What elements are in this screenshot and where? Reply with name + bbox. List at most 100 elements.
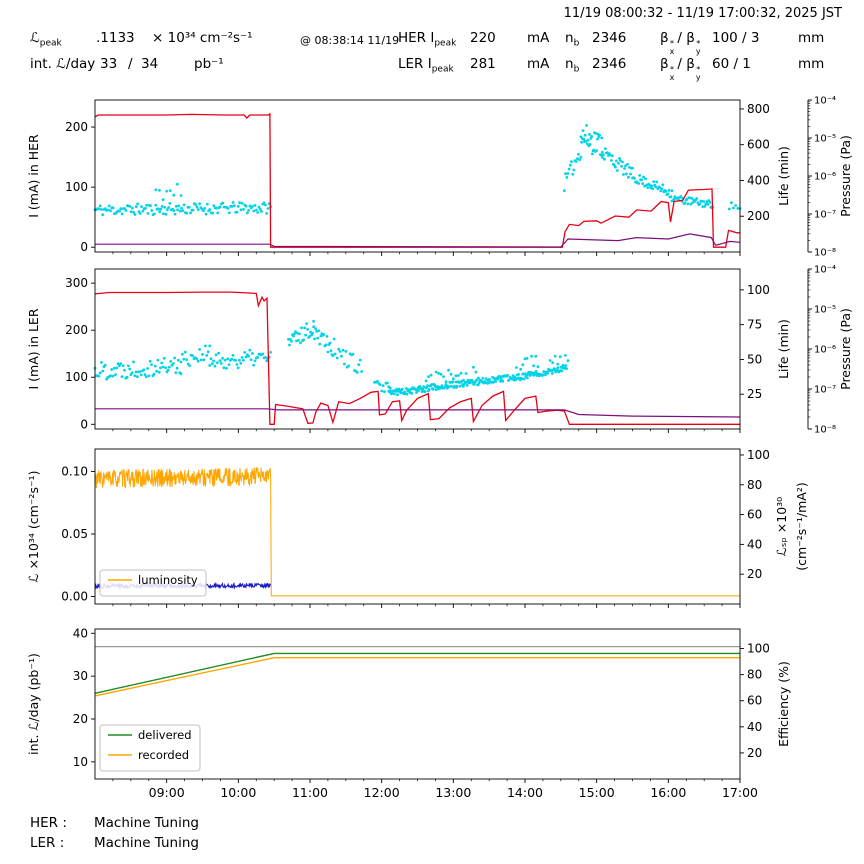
svg-text:13:00: 13:00	[435, 785, 471, 800]
svg-text:16:00: 16:00	[650, 785, 686, 800]
left-ticks: 10 20 30 40	[73, 626, 95, 769]
svg-text:100: 100	[65, 180, 88, 194]
svg-text:10⁻⁶: 10⁻⁶	[814, 345, 836, 356]
panel-4: 10 20 30 40 int. ℒ/day (pb⁻¹) 09:00 10:00 11:00…	[26, 626, 791, 800]
ler-nb-label: nb	[565, 56, 580, 75]
time-range: 11/19 08:00:32 - 11/19 17:00:32, 2025 JS…	[563, 6, 842, 21]
y-axis-label: int. ℒ/day (pb⁻¹)	[26, 653, 41, 755]
right-ticks: 20 40 60 80 100	[740, 448, 770, 581]
lpeak-value: .1133	[96, 30, 135, 46]
x-ticks	[112, 252, 741, 256]
svg-text:12:00: 12:00	[364, 785, 400, 800]
svg-text:400: 400	[747, 173, 770, 187]
her-nb-label: nb	[565, 30, 580, 49]
right-ticks: 20 40 60 80 100	[740, 642, 770, 760]
svg-text:100: 100	[747, 642, 770, 656]
y-axis-label: ℒ ×10³⁴ (cm⁻²s⁻¹)	[26, 471, 41, 583]
ler-ipeak-value: 281	[470, 56, 496, 72]
svg-text:60: 60	[747, 694, 762, 708]
intlum-value: 33	[100, 56, 118, 72]
her-beta-unit: mm	[798, 30, 825, 46]
svg-text:10⁻⁵: 10⁻⁵	[814, 134, 836, 145]
svg-text:0: 0	[80, 240, 88, 254]
intlum-slash: /	[128, 56, 133, 72]
right-axis-label: Efficiency (%)	[776, 661, 791, 747]
her-status-label: HER :	[30, 815, 67, 831]
svg-text:0: 0	[80, 417, 88, 431]
ler-ipeak-label: LER Ipeak	[398, 56, 454, 75]
right-ticks: 25 50 75 100	[740, 283, 770, 401]
svg-text:10⁻⁵: 10⁻⁵	[814, 305, 836, 316]
her-status-value: Machine Tuning	[94, 815, 199, 831]
svg-text:25: 25	[747, 387, 762, 401]
svg-text:600: 600	[747, 138, 770, 152]
her-ipeak-value: 220	[470, 30, 496, 46]
series-group-4	[94, 646, 740, 697]
svg-text:10⁻⁸: 10⁻⁸	[814, 425, 836, 436]
luminosity	[94, 467, 740, 597]
her-ipeak-label: HER Ipeak	[398, 30, 457, 49]
svg-text:0.10: 0.10	[61, 465, 88, 479]
her-status-row: HER : Machine Tuning	[30, 815, 864, 835]
right-ticks: 200 400 600 800	[740, 102, 770, 223]
lpeak-unit: × 10³⁴ cm⁻²s⁻¹	[152, 30, 253, 46]
ler-beta-label: β * x / β * y	[660, 56, 701, 82]
svg-text:75: 75	[747, 318, 762, 332]
svg-text:20: 20	[73, 712, 88, 726]
svg-text:delivered: delivered	[138, 728, 192, 742]
y-axis-label: I (mA) in HER	[26, 134, 41, 218]
ler-beta-unit: mm	[798, 56, 825, 72]
svg-text:40: 40	[747, 720, 762, 734]
svg-text:14:00: 14:00	[507, 785, 543, 800]
her-beta-value: 100 / 3	[712, 30, 760, 46]
svg-text:11:00: 11:00	[292, 785, 328, 800]
left-ticks: 0 100 200	[65, 120, 95, 254]
her-beta-label: β * x / β * y	[660, 30, 701, 56]
her-nb-value: 2346	[592, 30, 627, 46]
right-axis-label: Life (min)	[776, 319, 791, 379]
svg-text:10⁻⁷: 10⁻⁷	[814, 210, 836, 221]
svg-text:10⁻⁴: 10⁻⁴	[814, 265, 836, 276]
svg-text:100: 100	[65, 370, 88, 384]
right-axis-label: Life (min)	[776, 146, 791, 206]
svg-text:80: 80	[747, 668, 762, 682]
right-axis-label: ℒₛₚ ×10³⁰	[774, 497, 789, 556]
svg-text:10⁻⁸: 10⁻⁸	[814, 248, 836, 259]
ler-current	[94, 291, 740, 425]
y-axis-label: I (mA) in LER	[26, 308, 41, 389]
svg-text:40: 40	[747, 537, 762, 551]
svg-text:10:00: 10:00	[220, 785, 256, 800]
ler-pressure	[95, 408, 741, 418]
svg-text:10⁻⁷: 10⁻⁷	[814, 385, 836, 396]
ler-status-row: LER : Machine Tuning	[30, 835, 864, 855]
svg-text:recorded: recorded	[138, 748, 189, 762]
svg-text:100: 100	[747, 283, 770, 297]
ler-lifetime	[93, 319, 570, 397]
svg-text:30: 30	[73, 669, 88, 683]
svg-text:200: 200	[747, 209, 770, 223]
panel-3: 0.00 0.05 0.10 ℒ ×10³⁴ (cm⁻²s⁻¹) 20 40 60 80 100…	[26, 448, 809, 608]
pressure-axis: 10⁻⁴ 10⁻⁵ 10⁻⁶ 10⁻⁷ 10⁻⁸	[807, 265, 836, 436]
svg-text:20: 20	[747, 567, 762, 581]
plot-box	[94, 268, 741, 430]
x-ticks: 09:00 10:00 11:00 12:00 13:00 14:00 15:00 16:00…	[112, 779, 758, 800]
svg-text:800: 800	[747, 102, 770, 116]
her-pressure	[95, 233, 741, 248]
svg-text:15:00: 15:00	[579, 785, 615, 800]
svg-text:200: 200	[65, 323, 88, 337]
svg-text:80: 80	[747, 478, 762, 492]
ler-status-label: LER :	[30, 835, 65, 851]
svg-text:60: 60	[747, 508, 762, 522]
svg-text:10: 10	[73, 755, 88, 769]
ler-status-value: Machine Tuning	[94, 835, 199, 851]
svg-text:0.00: 0.00	[61, 590, 88, 604]
ler-ipeak-unit: mA	[527, 56, 550, 72]
pressure-axis-label: Pressure (Pa)	[838, 135, 853, 217]
status-footer: HER : Machine Tuning LER : Machine Tuning	[0, 807, 864, 855]
x-ticks	[112, 604, 741, 608]
svg-text:09:00: 09:00	[149, 785, 185, 800]
svg-text:40: 40	[73, 626, 88, 640]
left-ticks: 0 100 200 300	[65, 276, 95, 431]
